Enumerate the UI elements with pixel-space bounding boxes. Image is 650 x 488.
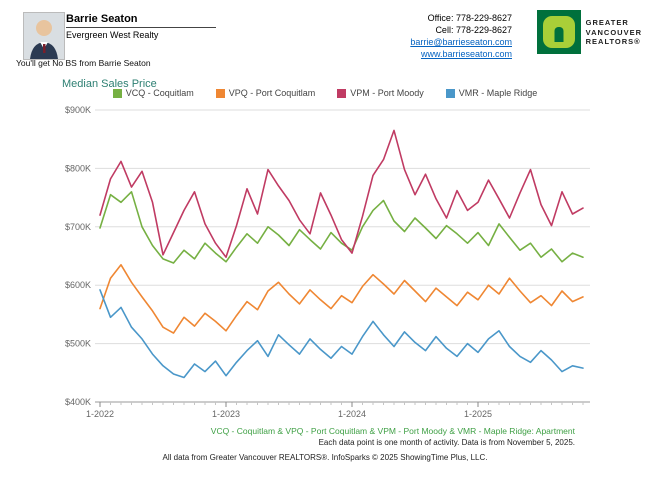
svg-text:$600K: $600K bbox=[65, 280, 91, 290]
legend-item: VCQ - Coquitlam bbox=[112, 88, 194, 98]
svg-text:1-2024: 1-2024 bbox=[338, 409, 366, 419]
gvr-logo-house-icon bbox=[542, 16, 575, 48]
median-sales-price-chart: $400K $500K $600K $700K $800K $900K 1-2022 1-20… bbox=[65, 105, 590, 419]
legend-swatch bbox=[337, 88, 347, 98]
legend-label: VPQ - Port Coquitlam bbox=[228, 88, 316, 98]
svg-text:$900K: $900K bbox=[65, 105, 91, 115]
agent-photo bbox=[23, 12, 65, 60]
svg-text:$800K: $800K bbox=[65, 163, 91, 173]
legend-label: VMR - Maple Ridge bbox=[458, 88, 538, 98]
office-phone: Office: 778-229-8627 bbox=[427, 13, 512, 23]
legend-swatch bbox=[215, 88, 225, 98]
gvr-logo-line3: REALTORS® bbox=[585, 37, 641, 46]
legend-label: VPM - Port Moody bbox=[350, 88, 424, 98]
gvr-logo-icon bbox=[536, 10, 581, 54]
chart-footnote-datapoint: Each data point is one month of activity… bbox=[318, 438, 575, 447]
agent-tagline: You'll get No BS from Barrie Seaton bbox=[16, 58, 151, 68]
legend-swatch bbox=[112, 88, 122, 98]
agent-company: Evergreen West Realty bbox=[66, 30, 159, 40]
contact-block: Office: 778-229-8627 Cell: 778-229-8627 … bbox=[410, 12, 512, 60]
svg-text:$400K: $400K bbox=[65, 397, 91, 407]
gvr-logo-line2: VANCOUVER bbox=[585, 27, 642, 37]
gvr-logo-line1: GREATER bbox=[585, 18, 629, 27]
legend-label: VCQ - Coquitlam bbox=[125, 88, 194, 98]
chart-legend: VCQ - Coquitlam VPQ - Port Coquitlam VPM -… bbox=[55, 88, 595, 98]
gvr-logo-text: GREATER VANCOUVER REALTORS® bbox=[586, 10, 642, 47]
legend-item: VMR - Maple Ridge bbox=[445, 88, 538, 98]
svg-text:1-2022: 1-2022 bbox=[86, 409, 114, 419]
svg-text:$500K: $500K bbox=[65, 339, 91, 349]
email-link[interactable]: barrie@barrieseaton.com bbox=[410, 37, 512, 47]
svg-text:$700K: $700K bbox=[65, 222, 91, 232]
chart-title: Median Sales Price bbox=[62, 78, 157, 90]
agent-name-block: Barrie Seaton Evergreen West Realty bbox=[66, 13, 216, 40]
agent-photo-placeholder bbox=[24, 13, 64, 59]
legend-item: VPM - Port Moody bbox=[337, 88, 424, 98]
svg-text:1-2025: 1-2025 bbox=[464, 409, 492, 419]
chart-footnote-areas: VCQ - Coquitlam & VPQ - Port Coquitlam &… bbox=[210, 426, 575, 436]
legend-item: VPQ - Port Coquitlam bbox=[215, 88, 316, 98]
agent-name: Barrie Seaton bbox=[66, 13, 216, 28]
cell-phone: Cell: 778-229-8627 bbox=[435, 25, 512, 35]
gvr-logo-door-icon bbox=[554, 27, 564, 42]
chart-footnote-attribution: All data from Greater Vancouver REALTORS… bbox=[162, 453, 488, 462]
legend-swatch bbox=[445, 88, 455, 98]
svg-text:1-2023: 1-2023 bbox=[212, 409, 240, 419]
website-link[interactable]: www.barrieseaton.com bbox=[420, 49, 512, 59]
gvr-logo: GREATER VANCOUVER REALTORS® bbox=[536, 10, 642, 54]
